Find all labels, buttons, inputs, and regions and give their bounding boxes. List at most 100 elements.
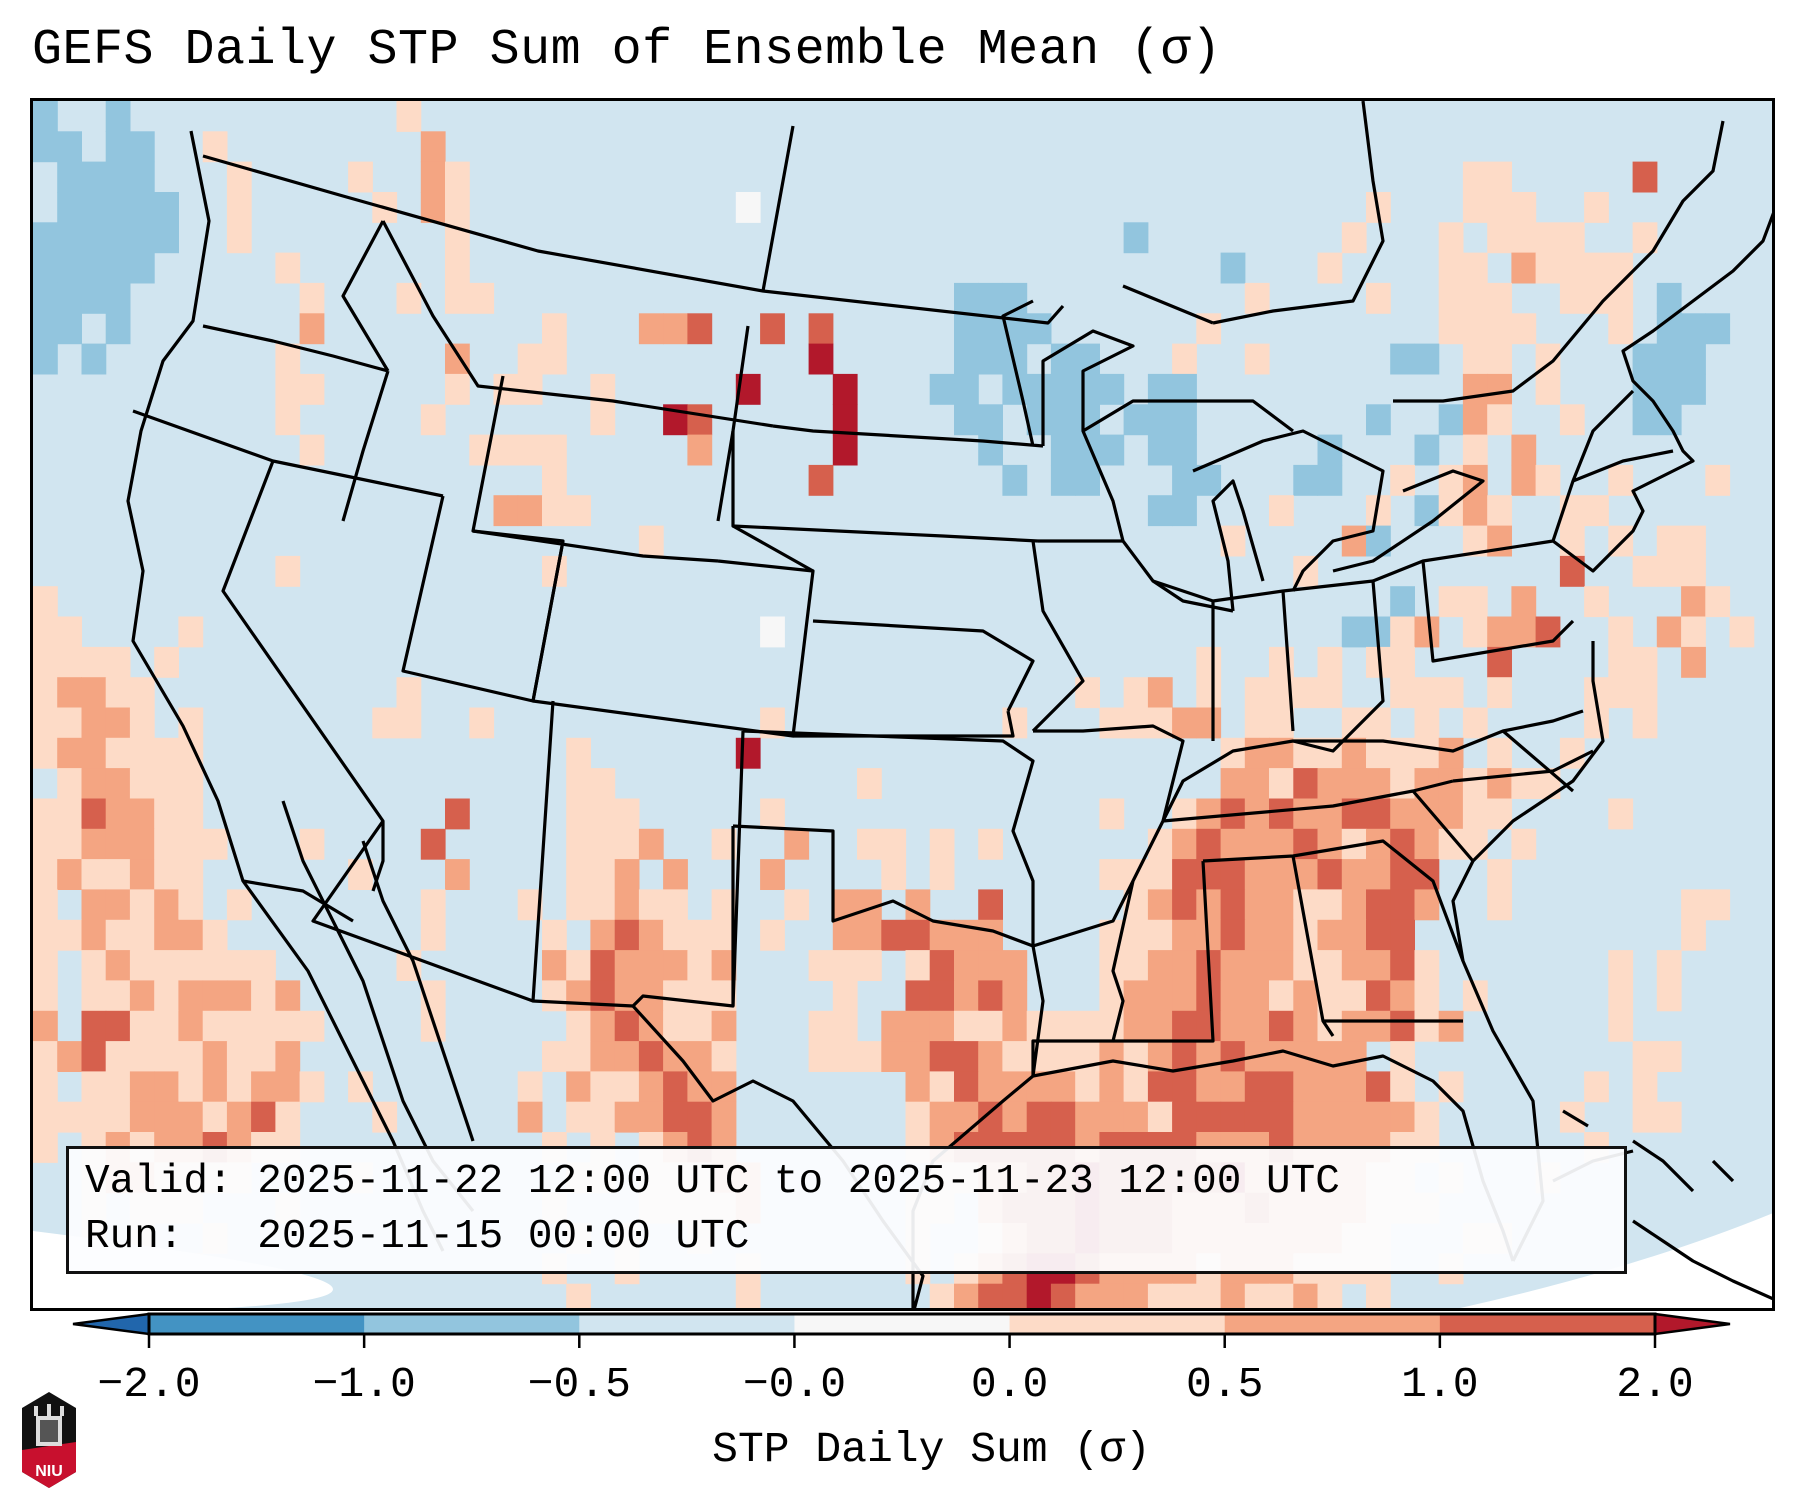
heatmap-cell [1220,252,1246,284]
heatmap-cell [929,828,955,860]
heatmap-cell [1366,768,1391,799]
heatmap-cell [129,1010,155,1042]
heatmap-cell [129,737,155,769]
heatmap-cell [57,737,82,769]
heatmap-cell [1269,950,1294,981]
heatmap-cell [105,737,131,769]
heatmap-cell [857,828,882,860]
heatmap-cell [1632,707,1658,739]
heatmap-cell [105,1101,131,1133]
heatmap-cell [542,434,567,466]
heatmap-cell [493,434,519,466]
heatmap-cell [1608,677,1634,709]
heatmap-cell [154,1010,179,1042]
heatmap-cell [57,707,82,739]
heatmap-cell [1269,828,1294,860]
heatmap-cell [638,1041,664,1072]
heatmap-cell [226,980,252,1012]
heatmap-cell [1366,1071,1391,1103]
heatmap-cell [1487,313,1512,345]
heatmap-cell [1608,464,1634,496]
heatmap-cell [1462,495,1488,527]
oklahoma [732,729,1035,948]
colorbar-tick-label: 0.0 [970,1360,1049,1409]
heatmap-cell [1438,737,1464,769]
carolinas [1411,729,1594,863]
idaho [341,220,390,522]
heatmap-cell [760,616,785,648]
heatmap-cell [105,828,131,860]
heatmap-cell [784,828,810,860]
heatmap-cell [614,798,640,830]
heatmap-cell [1366,1101,1391,1133]
heatmap-cell [1220,1283,1246,1308]
heatmap-cell [1269,889,1294,921]
heatmap-cell [1656,282,1682,314]
heatmap-cell [105,252,131,284]
heatmap-cell [954,980,979,1012]
heatmap-cell [1147,889,1173,921]
heatmap-cell [542,495,567,527]
heatmap-cell [590,1041,616,1072]
heatmap-cell [1269,1283,1294,1308]
heatmap-cell [251,1041,276,1072]
heatmap-cell [1632,1071,1658,1103]
heatmap-cell [129,889,155,921]
heatmap-cell [1244,859,1270,890]
heatmap-cell [105,222,131,254]
heatmap-cell [1099,950,1125,981]
heatmap-cell [1099,707,1125,739]
colorbar-tick-label: −0.5 [527,1360,631,1409]
heatmap-cell [760,313,785,345]
heatmap-cell [663,889,688,921]
heatmap-cell [1487,616,1512,648]
heatmap-cell [1559,252,1585,284]
heatmap-cell [760,919,785,951]
heatmap-cell [638,1071,664,1103]
heatmap-cell [1099,798,1125,830]
heatmap-cell [129,252,155,284]
map-svg [33,101,1772,1308]
heatmap-cell [517,343,543,375]
great-lakes [1082,399,1485,612]
heatmap-cell [1269,1010,1294,1042]
heatmap-cell [1705,313,1731,345]
heatmap-cell [978,950,1003,981]
heatmap-cell [1511,313,1537,345]
heatmap-cell [1293,980,1319,1012]
heatmap-cell [154,1071,179,1103]
heatmap-cell [1317,464,1343,496]
heatmap-cell [1293,1071,1319,1103]
heatmap-cell [1269,1071,1294,1103]
heatmap-cell [1002,1101,1028,1133]
heatmap-cell [154,1101,179,1133]
heatmap-cell [1099,1101,1125,1133]
heatmap-cell [178,1071,204,1103]
heatmap-cell [1172,1010,1197,1042]
heatmap-cell [1366,889,1391,921]
heatmap-cell [420,161,446,193]
heatmap-cell [445,282,470,314]
heatmap-cell [1147,1010,1173,1042]
heatmap-cell [299,282,325,314]
heatmap-cell [57,192,82,223]
heatmap-cell [105,313,131,345]
heatmap-cell [129,677,155,709]
niu-logo: NIU [22,1392,76,1488]
heatmap-cell [81,859,107,890]
heatmap-cell [1414,343,1440,375]
heatmap-cell [299,434,325,466]
heatmap-cell [154,192,179,223]
heatmap-cell [105,192,131,223]
heatmap-cell [275,1041,301,1072]
heatmap-cell [566,737,591,769]
heatmap-cell [1269,1101,1294,1133]
heatmap-cell [202,919,228,951]
heatmap-cell [1099,1071,1125,1103]
heatmap-cell [251,950,276,981]
heatmap-cell [1341,616,1367,648]
heatmap-cell [33,616,58,648]
heatmap-cell [663,313,688,345]
heatmap-cell [1535,222,1561,254]
heatmap-cell [1244,828,1270,860]
